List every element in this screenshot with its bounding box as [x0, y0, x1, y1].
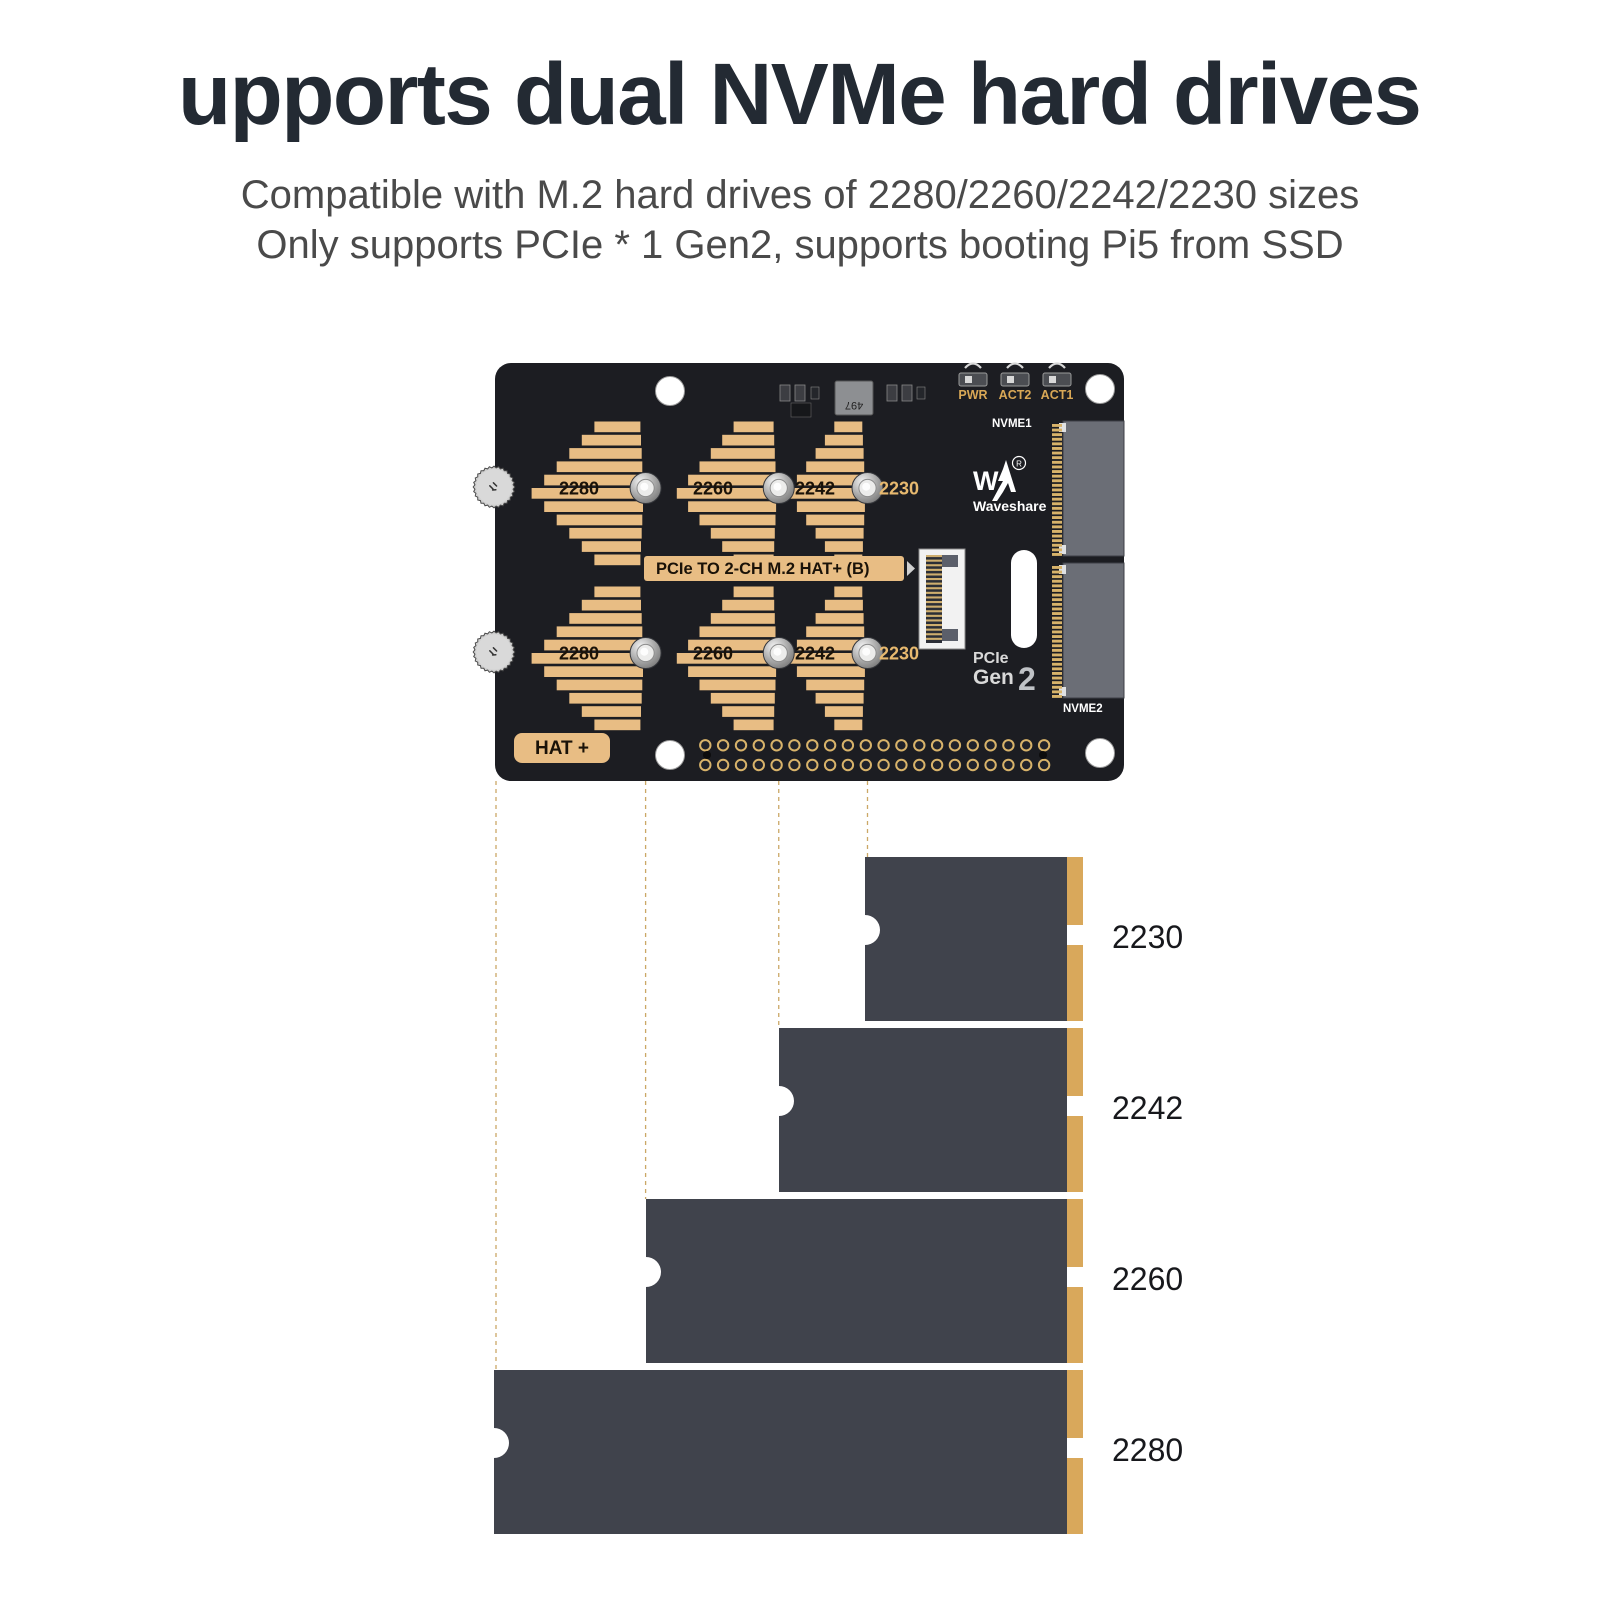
svg-text:R: R	[1016, 460, 1022, 469]
svg-text:ACT2: ACT2	[999, 388, 1032, 402]
svg-text:Waveshare: Waveshare	[973, 498, 1047, 514]
svg-text:2260: 2260	[693, 644, 733, 664]
svg-text:2230: 2230	[1112, 919, 1183, 955]
svg-text:2230: 2230	[879, 479, 919, 499]
svg-text:2230: 2230	[879, 644, 919, 664]
svg-text:HAT +: HAT +	[535, 738, 589, 759]
svg-text:PCIe: PCIe	[973, 650, 1009, 667]
svg-text:Gen: Gen	[973, 666, 1014, 689]
svg-text:2242: 2242	[795, 644, 835, 664]
svg-text:ACT1: ACT1	[1041, 388, 1074, 402]
svg-text:2: 2	[1018, 661, 1036, 697]
svg-text:2260: 2260	[693, 479, 733, 499]
svg-text:W: W	[973, 466, 999, 496]
svg-text:NVME2: NVME2	[1063, 703, 1103, 715]
svg-text:NVME1: NVME1	[992, 418, 1032, 430]
svg-text:2242: 2242	[795, 479, 835, 499]
svg-text:2242: 2242	[1112, 1090, 1183, 1126]
svg-text:PWR: PWR	[958, 388, 987, 402]
svg-text:2280: 2280	[559, 644, 599, 664]
svg-text:497: 497	[845, 399, 863, 411]
svg-text:2280: 2280	[1112, 1432, 1183, 1468]
svg-text:2280: 2280	[559, 479, 599, 499]
svg-text:PCIe TO 2-CH M.2 HAT+ (B): PCIe TO 2-CH M.2 HAT+ (B)	[656, 560, 869, 578]
svg-text:2260: 2260	[1112, 1261, 1183, 1297]
